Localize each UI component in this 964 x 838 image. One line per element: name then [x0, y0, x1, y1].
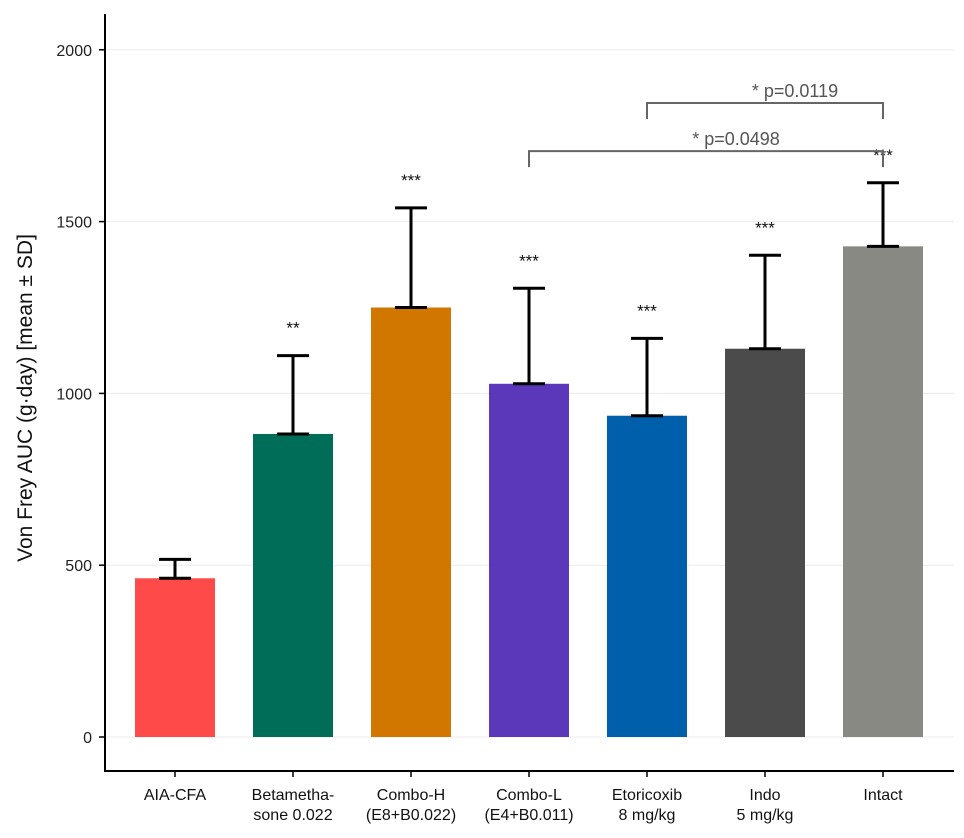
- y-tick-label-1500: 1500: [56, 215, 92, 232]
- x-tick-labels: AIA-CFA Betametha-sone 0.022 Combo-H (E8+B0…: [144, 771, 903, 824]
- comparison-label-1: * p=0.0498: [692, 129, 780, 149]
- y-tick-label-1000: 1000: [56, 386, 92, 403]
- bar-0: [135, 578, 215, 737]
- comparison-label-0: * p=0.0119: [752, 81, 838, 101]
- x-tick-label-line-2-1: (E8+B0.022): [366, 807, 456, 824]
- y-tick-label-0: 0: [83, 730, 92, 747]
- x-tick-label-line-3-0: Combo-L: [496, 787, 562, 804]
- y-tick-label-500: 500: [65, 558, 92, 575]
- bar-3: [489, 383, 569, 737]
- x-tick-label-line-1-0: Betametha-: [252, 787, 335, 804]
- significance-label-2: ***: [401, 171, 421, 190]
- x-tick-label-6: Intact: [863, 787, 903, 804]
- y-axis-title: Von Frey AUC (g·day) [mean ± SD]: [14, 234, 37, 562]
- significance-label-5: ***: [755, 218, 775, 237]
- x-tick-label-2: Combo-H (E8+B0.022): [366, 787, 456, 824]
- significance-label-4: ***: [637, 301, 657, 320]
- x-tick-label-line-6-0: Intact: [863, 787, 903, 804]
- bar-5: [725, 348, 805, 737]
- bar-4: [607, 415, 687, 737]
- error-bars: [159, 181, 899, 580]
- comparison-brackets: * p=0.0119 * p=0.0498: [528, 81, 884, 168]
- bars: [135, 246, 923, 737]
- bar-1: [253, 433, 333, 737]
- y-tick-label-2000: 2000: [56, 43, 92, 60]
- x-tick-label-line-5-0: Indo: [749, 787, 780, 804]
- x-tick-label-line-5-1: 5 mg/kg: [737, 807, 794, 824]
- y-ticks: 0 500 1000 1500 2000: [56, 43, 105, 747]
- x-tick-label-5: Indo 5 mg/kg: [737, 787, 794, 824]
- x-tick-label-line-3-1: (E4+B0.011): [484, 807, 573, 824]
- x-tick-label-0: AIA-CFA: [144, 787, 207, 804]
- x-tick-label-line-4-0: Etoricoxib: [612, 787, 682, 804]
- bar-6: [843, 246, 923, 737]
- x-tick-label-line-4-1: 8 mg/kg: [619, 807, 676, 824]
- x-tick-label-line-1-1: sone 0.022: [253, 807, 332, 824]
- x-tick-label-1: Betametha-sone 0.022: [252, 787, 335, 824]
- x-tick-label-4: Etoricoxib 8 mg/kg: [612, 787, 682, 824]
- x-tick-label-line-0-0: AIA-CFA: [144, 787, 207, 804]
- significance-label-3: ***: [519, 251, 539, 270]
- x-tick-label-3: Combo-L (E4+B0.011): [484, 787, 573, 824]
- comparison-bracket-0: [646, 102, 884, 120]
- bar-2: [371, 307, 451, 737]
- comparison-bracket-1: [528, 150, 884, 168]
- x-tick-label-line-2-0: Combo-H: [377, 787, 445, 804]
- significance-label-1: **: [286, 319, 300, 338]
